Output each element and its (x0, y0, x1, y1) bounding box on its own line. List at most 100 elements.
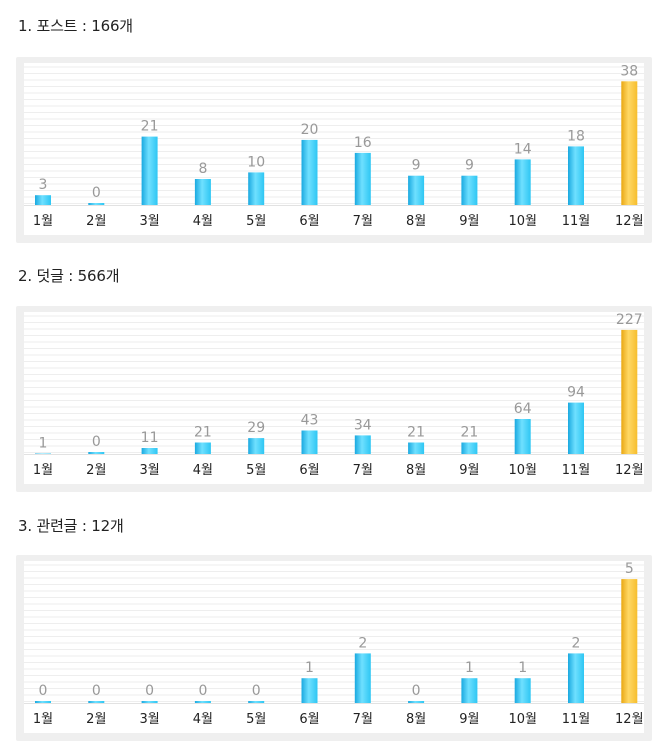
related-posts-chart: 0 1월 0 2월 0 3월 0 4월 0 5월 1 6월 2 7월 0 8월 1 9월 1 10월 2 11월 5 12월 (16, 555, 652, 741)
bar (514, 678, 531, 703)
bar (354, 435, 371, 454)
bar (194, 701, 211, 703)
bar (35, 453, 51, 454)
bar-chart-svg: 3 1월 0 2월 21 3월 8 4월 10 5월 20 6월 16 7월 9 8월 9 9월 14 10월 18 11… (24, 63, 644, 235)
value-label: 0 (252, 683, 261, 699)
category-label: 9월 (459, 463, 479, 478)
category-label: 3월 (139, 712, 159, 727)
value-label: 0 (92, 434, 101, 450)
plot-background (24, 561, 644, 733)
bar (248, 438, 265, 454)
bar (461, 678, 478, 703)
comments-chart: 1 1월 0 2월 11 3월 21 4월 29 5월 43 6월 34 7월 21 8월 21 9월 64 10월 9… (16, 306, 652, 492)
bar-chart-svg: 0 1월 0 2월 0 3월 0 4월 0 5월 1 6월 2 7월 0 8월 1 9월 1 10월 2 11월 5 12월 (24, 561, 644, 733)
category-label: 12월 (615, 463, 644, 478)
value-label: 0 (198, 683, 207, 699)
category-label: 8월 (406, 214, 426, 229)
category-label: 6월 (299, 463, 319, 478)
value-label: 10 (247, 154, 265, 170)
value-label: 9 (465, 158, 474, 174)
category-label: 11월 (562, 712, 591, 727)
category-label: 11월 (562, 214, 591, 229)
bar (141, 701, 158, 703)
plot-background (24, 312, 644, 484)
value-label: 43 (301, 413, 319, 429)
value-label: 16 (354, 135, 372, 151)
value-label: 21 (460, 425, 478, 441)
category-label: 4월 (193, 214, 213, 229)
bar (568, 653, 584, 703)
bar (35, 195, 51, 205)
value-label: 3 (39, 177, 48, 193)
category-label: 3월 (139, 463, 159, 478)
value-label: 94 (567, 385, 585, 401)
value-label: 2 (358, 635, 367, 651)
value-label: 20 (301, 122, 319, 138)
value-label: 0 (412, 683, 421, 699)
value-label: 14 (514, 141, 532, 157)
bar (621, 81, 638, 205)
category-label: 7월 (353, 463, 373, 478)
value-label: 0 (92, 185, 101, 201)
value-label: 11 (141, 430, 159, 446)
value-label: 0 (39, 683, 48, 699)
category-label: 3월 (139, 214, 159, 229)
value-label: 1 (305, 660, 314, 676)
value-label: 0 (145, 683, 154, 699)
category-label: 8월 (406, 712, 426, 727)
value-label: 21 (194, 425, 212, 441)
bar (568, 146, 584, 205)
bar (354, 653, 371, 703)
bar (301, 430, 318, 454)
related-posts-chart-title: 3. 관련글 : 12개 (18, 517, 124, 535)
bar (194, 442, 211, 454)
category-label: 11월 (562, 463, 591, 478)
bar (248, 701, 265, 703)
posts-chart: 3 1월 0 2월 21 3월 8 4월 10 5월 20 6월 16 7월 9 8월 9 9월 14 10월 18 11… (16, 57, 652, 243)
bar-chart-svg: 11월02월113월214월295월436월347월218월219월6410월9… (24, 312, 644, 484)
value-label: 8 (198, 161, 207, 177)
bar (248, 172, 265, 205)
value-label: 64 (514, 401, 532, 417)
value-label: 38 (620, 63, 638, 79)
bar (141, 448, 158, 454)
value-label: 18 (567, 128, 585, 144)
category-label: 5월 (246, 214, 266, 229)
bar (194, 179, 211, 205)
value-label: 21 (407, 425, 425, 441)
bar (35, 701, 51, 703)
bar (354, 152, 371, 205)
bar (88, 701, 105, 703)
category-label: 12월 (615, 712, 644, 727)
bar (461, 442, 478, 454)
bar (408, 175, 425, 205)
category-label: 1월 (33, 712, 53, 727)
category-label: 6월 (299, 214, 319, 229)
category-label: 10월 (508, 214, 537, 229)
category-label: 7월 (353, 712, 373, 727)
category-label: 10월 (508, 712, 537, 727)
bar (621, 329, 638, 454)
category-label: 1월 (33, 463, 53, 478)
bar (568, 402, 584, 454)
category-label: 4월 (193, 463, 213, 478)
value-label: 227 (616, 312, 643, 328)
plot-background (24, 63, 644, 235)
bar (88, 203, 105, 205)
category-label: 10월 (508, 463, 537, 478)
value-label: 0 (92, 683, 101, 699)
category-label: 6월 (299, 712, 319, 727)
value-label: 29 (247, 420, 265, 436)
bar (408, 442, 425, 454)
bar (621, 579, 638, 703)
category-label: 9월 (459, 712, 479, 727)
value-label: 2 (572, 635, 581, 651)
category-label: 9월 (459, 214, 479, 229)
category-label: 5월 (246, 463, 266, 478)
posts-chart-title: 1. 포스트 : 166개 (18, 17, 133, 35)
value-label: 1 (518, 660, 527, 676)
bar (514, 159, 531, 205)
value-label: 34 (354, 417, 372, 433)
category-label: 2월 (86, 214, 106, 229)
bar (301, 678, 318, 703)
